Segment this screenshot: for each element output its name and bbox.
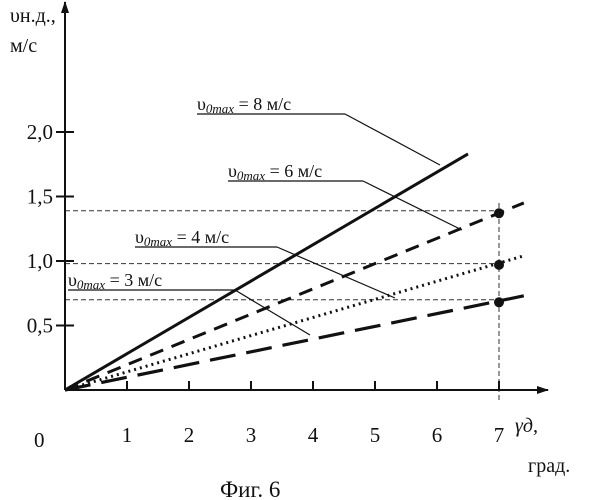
x-tick-label: 3 bbox=[246, 423, 257, 447]
x-tick-label: 4 bbox=[308, 423, 319, 447]
x-tick-label: 2 bbox=[184, 423, 195, 447]
y-tick-label: 1,5 bbox=[27, 185, 53, 209]
y-axis-unit: м/с bbox=[10, 35, 37, 57]
x-axis-unit: град. bbox=[528, 455, 570, 477]
data-point-marker bbox=[494, 260, 504, 270]
series-annotation: υ0max = 4 м/с bbox=[135, 227, 229, 249]
origin-label: 0 bbox=[34, 428, 45, 452]
series-annotation: υ0max = 6 м/с bbox=[228, 161, 322, 183]
annotation-leader-line bbox=[345, 114, 440, 165]
y-axis-label: υн.д., bbox=[10, 5, 56, 27]
y-tick-label: 1,0 bbox=[27, 249, 53, 273]
series-line-2 bbox=[65, 203, 524, 390]
data-point-marker bbox=[494, 297, 504, 307]
y-tick-label: 0,5 bbox=[27, 314, 53, 338]
series-annotation: υ0max = 8 м/с bbox=[197, 94, 291, 116]
figure-caption: Фиг. 6 bbox=[220, 477, 280, 500]
x-tick-label: 1 bbox=[122, 423, 133, 447]
data-point-marker bbox=[494, 208, 504, 218]
y-tick-label: 2,0 bbox=[27, 120, 53, 144]
annotation-leader-line bbox=[277, 247, 395, 298]
series-annotation: υ0max = 3 м/с bbox=[68, 270, 162, 292]
x-axis-label: γд, bbox=[515, 415, 538, 437]
x-tick-label: 7 bbox=[494, 423, 505, 447]
axes bbox=[65, 2, 548, 390]
x-tick-label: 5 bbox=[370, 423, 381, 447]
annotation-leaders bbox=[68, 114, 462, 335]
series-line-4 bbox=[65, 296, 524, 390]
x-tick-label: 6 bbox=[432, 423, 443, 447]
